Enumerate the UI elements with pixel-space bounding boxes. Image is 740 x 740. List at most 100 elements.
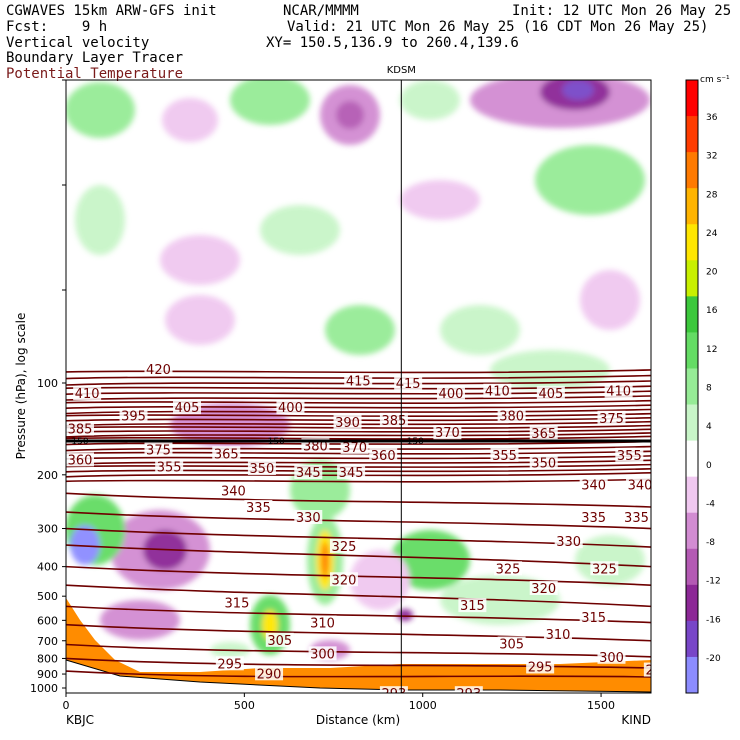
colorbar-label: 20 [706,268,718,278]
theta-label: 340 [221,484,246,499]
theta-label-bg [597,410,626,425]
theta-label: 350 [250,462,275,477]
theta-contour [66,369,651,374]
colorbar-frame [685,79,699,694]
y-axis-title: Pressure (hPa), log scale [14,313,28,460]
theta-label: 335 [624,511,649,526]
theta-label: 420 [146,363,171,378]
theta-label: 300 [310,647,335,662]
theta-label: 375 [599,412,624,427]
theta-label-bg [219,483,248,498]
colorbar-label: -8 [706,538,715,548]
theta-label: 345 [339,466,364,481]
theta-label: 295 [528,660,553,675]
theta-label-bg [144,442,173,457]
theta-contour [66,657,651,669]
ground-line [65,659,652,693]
colorbar-swatch [686,188,698,225]
theta-label: 380 [303,439,328,454]
theta-label: 355 [617,449,642,464]
theta-label: 370 [435,426,460,441]
theta-label: 410 [485,385,510,400]
theta-label-bg [615,447,644,462]
theta-label: 310 [546,628,571,643]
x-tick-label: 1000 [409,699,437,712]
field-potential-temperature: Potential Temperature [6,66,184,82]
theta-label-bg [222,595,251,610]
theta-label-bg [119,408,148,423]
theta-label-bg [344,373,373,388]
field-vertical-velocity: Vertical velocity [6,35,150,51]
xy-range: XY= 150.5,136.9 to 260.4,139.6 [266,35,519,51]
theta-label-bg [494,561,523,576]
theta-label-bg [144,362,173,377]
theta-label: 355 [157,461,182,476]
x-axis-title: Distance (km) [316,713,400,727]
theta-label-bg [369,447,398,462]
colorbar-label: 24 [706,229,718,239]
theta-label-bg [244,499,273,514]
theta-label-bg [626,477,651,492]
theta-label-bg [554,534,583,549]
colorbar: 36 32 28 24 20 16 12 8 4 0 -4 -8 -12 -16 -20 [685,79,721,694]
theta-label: 305 [267,634,292,649]
theta-label: 300 [599,651,624,666]
y-tick-label: 400 [37,561,58,574]
theta-label: 310 [310,617,335,632]
theta-label-bg [73,386,102,401]
colorbar-swatch [686,80,698,117]
theta-contour [66,432,651,438]
theta-label: 315 [581,611,606,626]
colorbar-label: 12 [706,345,717,355]
theta-label: 295 [217,657,242,672]
colorbar-swatch [686,620,698,658]
colorbar-swatch [686,116,698,153]
colorbar-swatch [686,224,698,261]
theta-label-bg [329,572,358,587]
theta-label-bg [483,383,512,398]
colorbar-unit: cm s⁻¹ [700,75,730,85]
colorbar-label: 0 [706,461,712,471]
theta-contour [66,643,651,658]
tropopause-label: 150 [407,437,424,447]
colorbar-label: 4 [706,422,712,432]
theta-label-bg [337,465,366,480]
theta-contour [66,450,651,455]
theta-contour [66,605,651,624]
colorbar-swatch [686,296,698,333]
y-tick-label: 800 [37,652,58,665]
x-tick-label: 0 [63,699,70,712]
colorbar-swatch [686,476,698,514]
theta-label-bg [497,636,526,651]
theta-label-bg [294,465,323,480]
theta-label: 375 [146,443,171,458]
colorbar-swatch [686,152,698,189]
x-tick-label: 500 [234,699,255,712]
colorbar-label: 16 [706,306,718,316]
theta-contour [66,670,651,678]
theta-label-bg [543,626,572,641]
colorbar-label: -16 [706,615,721,625]
theta-label: 360 [371,449,396,464]
theta-label-bg [643,662,651,677]
theta-contour [66,399,651,404]
theta-label-bg [579,477,608,492]
x-axis: 0 500 1000 1500 [63,693,615,712]
y-tick-label: 500 [37,590,58,603]
theta-label: 320 [332,573,357,588]
theta-contour [66,584,651,608]
theta-contour [66,459,651,466]
theta-label-bg [333,414,362,429]
y-tick-label: 600 [37,614,58,627]
theta-label-bg [255,666,284,681]
theta-label-bg [454,686,483,693]
colorbar-swatch [686,512,698,550]
y-tick-label: 700 [37,635,58,648]
theta-contour [66,492,651,508]
theta-label: 365 [214,447,239,462]
theta-label: 293 [456,687,481,702]
theta-label: 325 [496,562,521,577]
theta-label: 405 [538,387,563,402]
theta-label: 415 [396,377,421,392]
x-tick-label: 1500 [587,699,615,712]
